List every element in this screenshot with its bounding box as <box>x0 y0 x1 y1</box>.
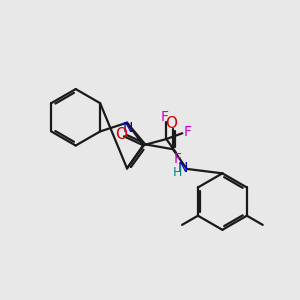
Text: H: H <box>172 166 182 179</box>
Text: N: N <box>178 161 188 175</box>
Text: F: F <box>161 110 169 124</box>
Text: O: O <box>115 127 127 142</box>
Text: O: O <box>166 116 178 131</box>
Text: F: F <box>184 125 192 139</box>
Text: N: N <box>122 121 133 135</box>
Text: F: F <box>174 152 182 166</box>
